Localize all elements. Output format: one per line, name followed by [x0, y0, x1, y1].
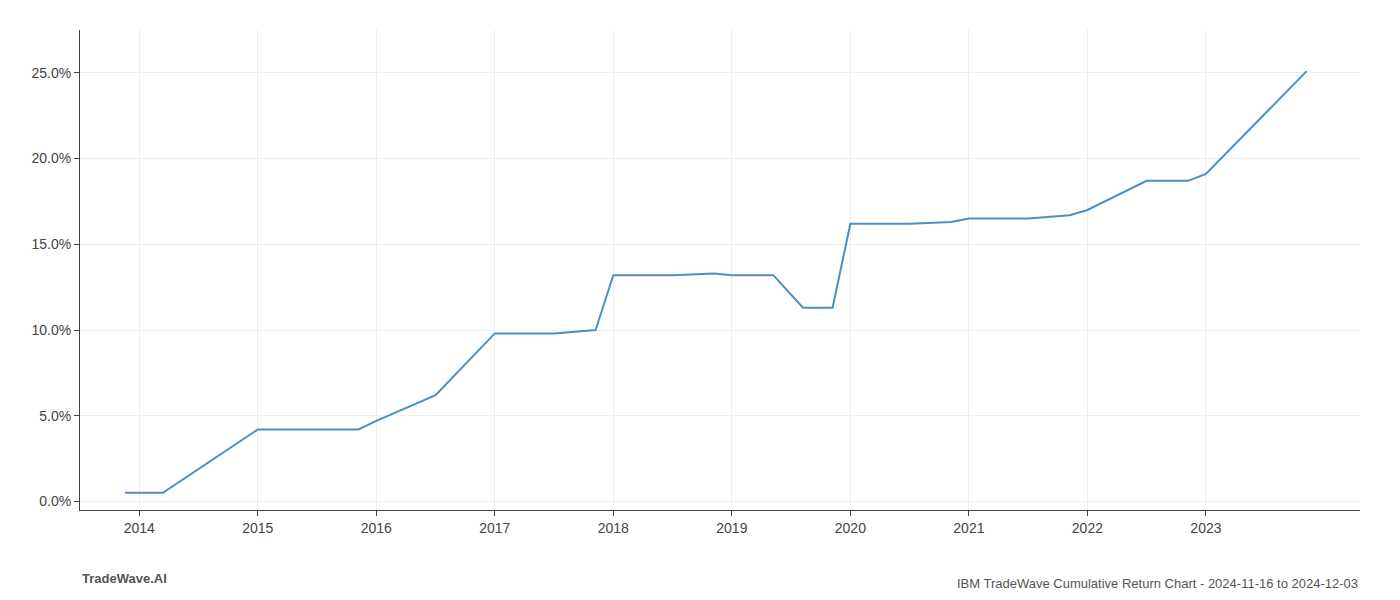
svg-text:20.0%: 20.0% [31, 150, 71, 166]
svg-text:5.0%: 5.0% [39, 408, 71, 424]
svg-text:TradeWave.AI: TradeWave.AI [82, 571, 167, 586]
svg-text:2014: 2014 [124, 520, 155, 536]
svg-text:2023: 2023 [1190, 520, 1221, 536]
svg-text:2015: 2015 [242, 520, 273, 536]
svg-text:2019: 2019 [716, 520, 747, 536]
svg-text:25.0%: 25.0% [31, 65, 71, 81]
svg-text:2018: 2018 [598, 520, 629, 536]
svg-text:0.0%: 0.0% [39, 493, 71, 509]
svg-text:15.0%: 15.0% [31, 236, 71, 252]
svg-text:2020: 2020 [835, 520, 866, 536]
svg-text:10.0%: 10.0% [31, 322, 71, 338]
svg-text:IBM TradeWave Cumulative Retur: IBM TradeWave Cumulative Return Chart - … [957, 576, 1358, 591]
svg-text:2017: 2017 [479, 520, 510, 536]
svg-text:2021: 2021 [953, 520, 984, 536]
svg-text:2016: 2016 [361, 520, 392, 536]
svg-text:2022: 2022 [1072, 520, 1103, 536]
